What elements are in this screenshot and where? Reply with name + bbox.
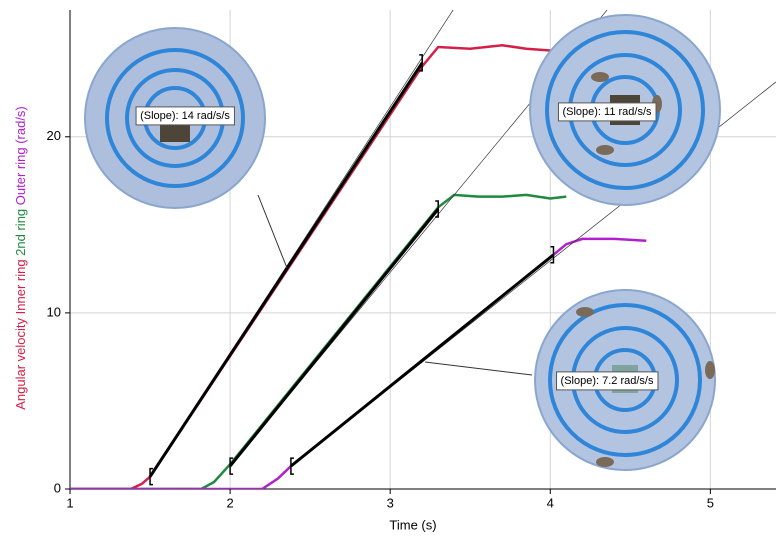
x-tick-label: 4 [547,495,554,510]
y-label-part: Angular velocity [13,318,28,410]
x-tick-label: 1 [66,495,73,510]
x-tick-label: 2 [226,495,233,510]
slope-annotation: (Slope): 7.2 rad/s/s [557,372,658,390]
slope-label: (Slope): 14 rad/s/s [140,110,230,122]
y-label-part: 2nd ring [13,209,28,256]
y-tick-label: 20 [47,128,61,143]
slope-label: (Slope): 7.2 rad/s/s [561,375,654,387]
y-label-part: Outer ring (rad/s) [13,106,28,205]
chart: 1 2 3 4 5 0 10 20 Time (s) Angular velocity Inner… [0,0,776,536]
y-tick-label: 0 [54,480,61,495]
leader-line [425,362,532,375]
slope-annotation: (Slope): 11 rad/s/s [558,103,656,121]
overlay: (Slope): 14 rad/s/s (Slope): 11 rad/s/s (S… [85,15,720,470]
x-tick-label: 5 [707,495,714,510]
y-tick-label: 10 [47,304,61,319]
x-tick-label: 3 [387,495,394,510]
x-axis-label: Time (s) [389,517,436,532]
leader-line [258,195,287,268]
fit-line [291,255,554,466]
y-axis-label: Angular velocity Inner ring 2nd ring Out… [13,106,28,410]
y-label-part: Inner ring [13,259,28,314]
slope-label: (Slope): 11 rad/s/s [562,106,652,118]
fit-line [230,209,438,466]
slope-annotation: (Slope): 14 rad/s/s [136,107,234,125]
